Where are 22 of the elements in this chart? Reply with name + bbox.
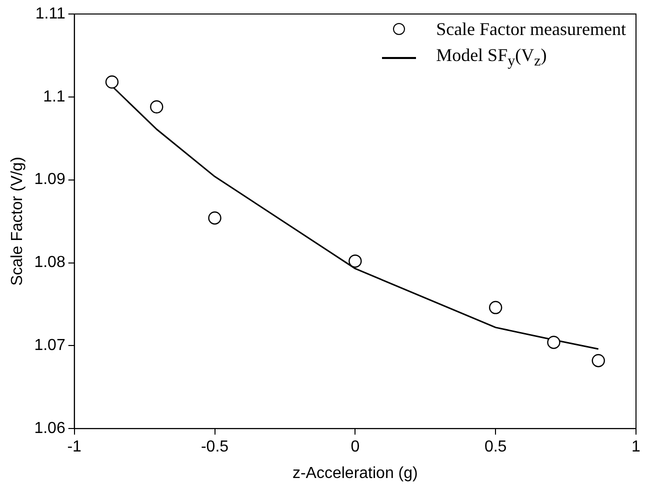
x-axis-title: z-Acceleration (g) [292,464,418,482]
point [592,354,605,368]
y-tick-label: 1.06 [34,420,66,438]
point [150,100,164,114]
y-tick-label: 1.1 [43,88,66,106]
y-tick-label: 1.11 [35,5,66,22]
x-tick-label: -1 [67,438,82,456]
point [208,211,222,225]
legend-label: Scale Factor measurement [436,18,626,41]
y-tick-label: 1.09 [34,171,66,188]
x-tick-label: 1 [632,438,641,456]
x-tick-label: -0.5 [200,438,229,456]
y-tick-label: 1.08 [34,254,66,272]
x-tick-label: 0 [350,438,360,456]
point [348,254,362,268]
point [488,300,502,314]
legend-label: Model SF$_{y}$(V$_{z}$) [436,44,547,72]
point [547,336,560,349]
y-tick-label: 1.07 [34,337,66,354]
y-axis-title: Scale Factor (V/g) [9,156,26,286]
x-tick-label: 0.5 [484,438,507,456]
point [105,75,119,89]
